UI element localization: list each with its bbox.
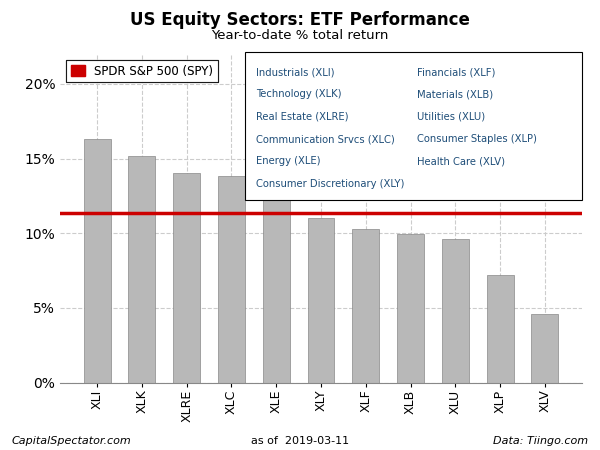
FancyBboxPatch shape [245,52,582,200]
Text: Year-to-date % total return: Year-to-date % total return [211,29,389,42]
Bar [128,156,155,382]
Bar [308,218,334,382]
Legend: SPDR S&P 500 (SPY): SPDR S&P 500 (SPY) [66,60,218,82]
Text: Energy (XLE): Energy (XLE) [256,157,320,166]
Text: US Equity Sectors: ETF Performance: US Equity Sectors: ETF Performance [130,11,470,29]
Text: Technology (XLK): Technology (XLK) [256,90,341,99]
Bar [352,229,379,382]
Text: CapitalSpectator.com: CapitalSpectator.com [12,436,132,446]
Text: Utilities (XLU): Utilities (XLU) [417,112,485,122]
Text: Consumer Discretionary (XLY): Consumer Discretionary (XLY) [256,179,404,189]
Bar [487,275,514,382]
Text: Communication Srvcs (XLC): Communication Srvcs (XLC) [256,134,395,144]
Bar [532,314,558,382]
Bar [84,139,110,382]
Text: Consumer Staples (XLP): Consumer Staples (XLP) [417,134,537,144]
Text: Real Estate (XLRE): Real Estate (XLRE) [256,112,348,122]
Bar [442,239,469,382]
Text: Industrials (XLI): Industrials (XLI) [256,67,334,77]
Text: Health Care (XLV): Health Care (XLV) [417,157,505,166]
Text: Materials (XLB): Materials (XLB) [417,90,493,99]
Bar [218,176,245,382]
Text: Data: Tiingo.com: Data: Tiingo.com [493,436,588,446]
Text: as of  2019-03-11: as of 2019-03-11 [251,436,349,446]
Bar [263,185,290,382]
Bar [173,173,200,382]
Text: Financials (XLF): Financials (XLF) [417,67,496,77]
Bar [397,234,424,382]
